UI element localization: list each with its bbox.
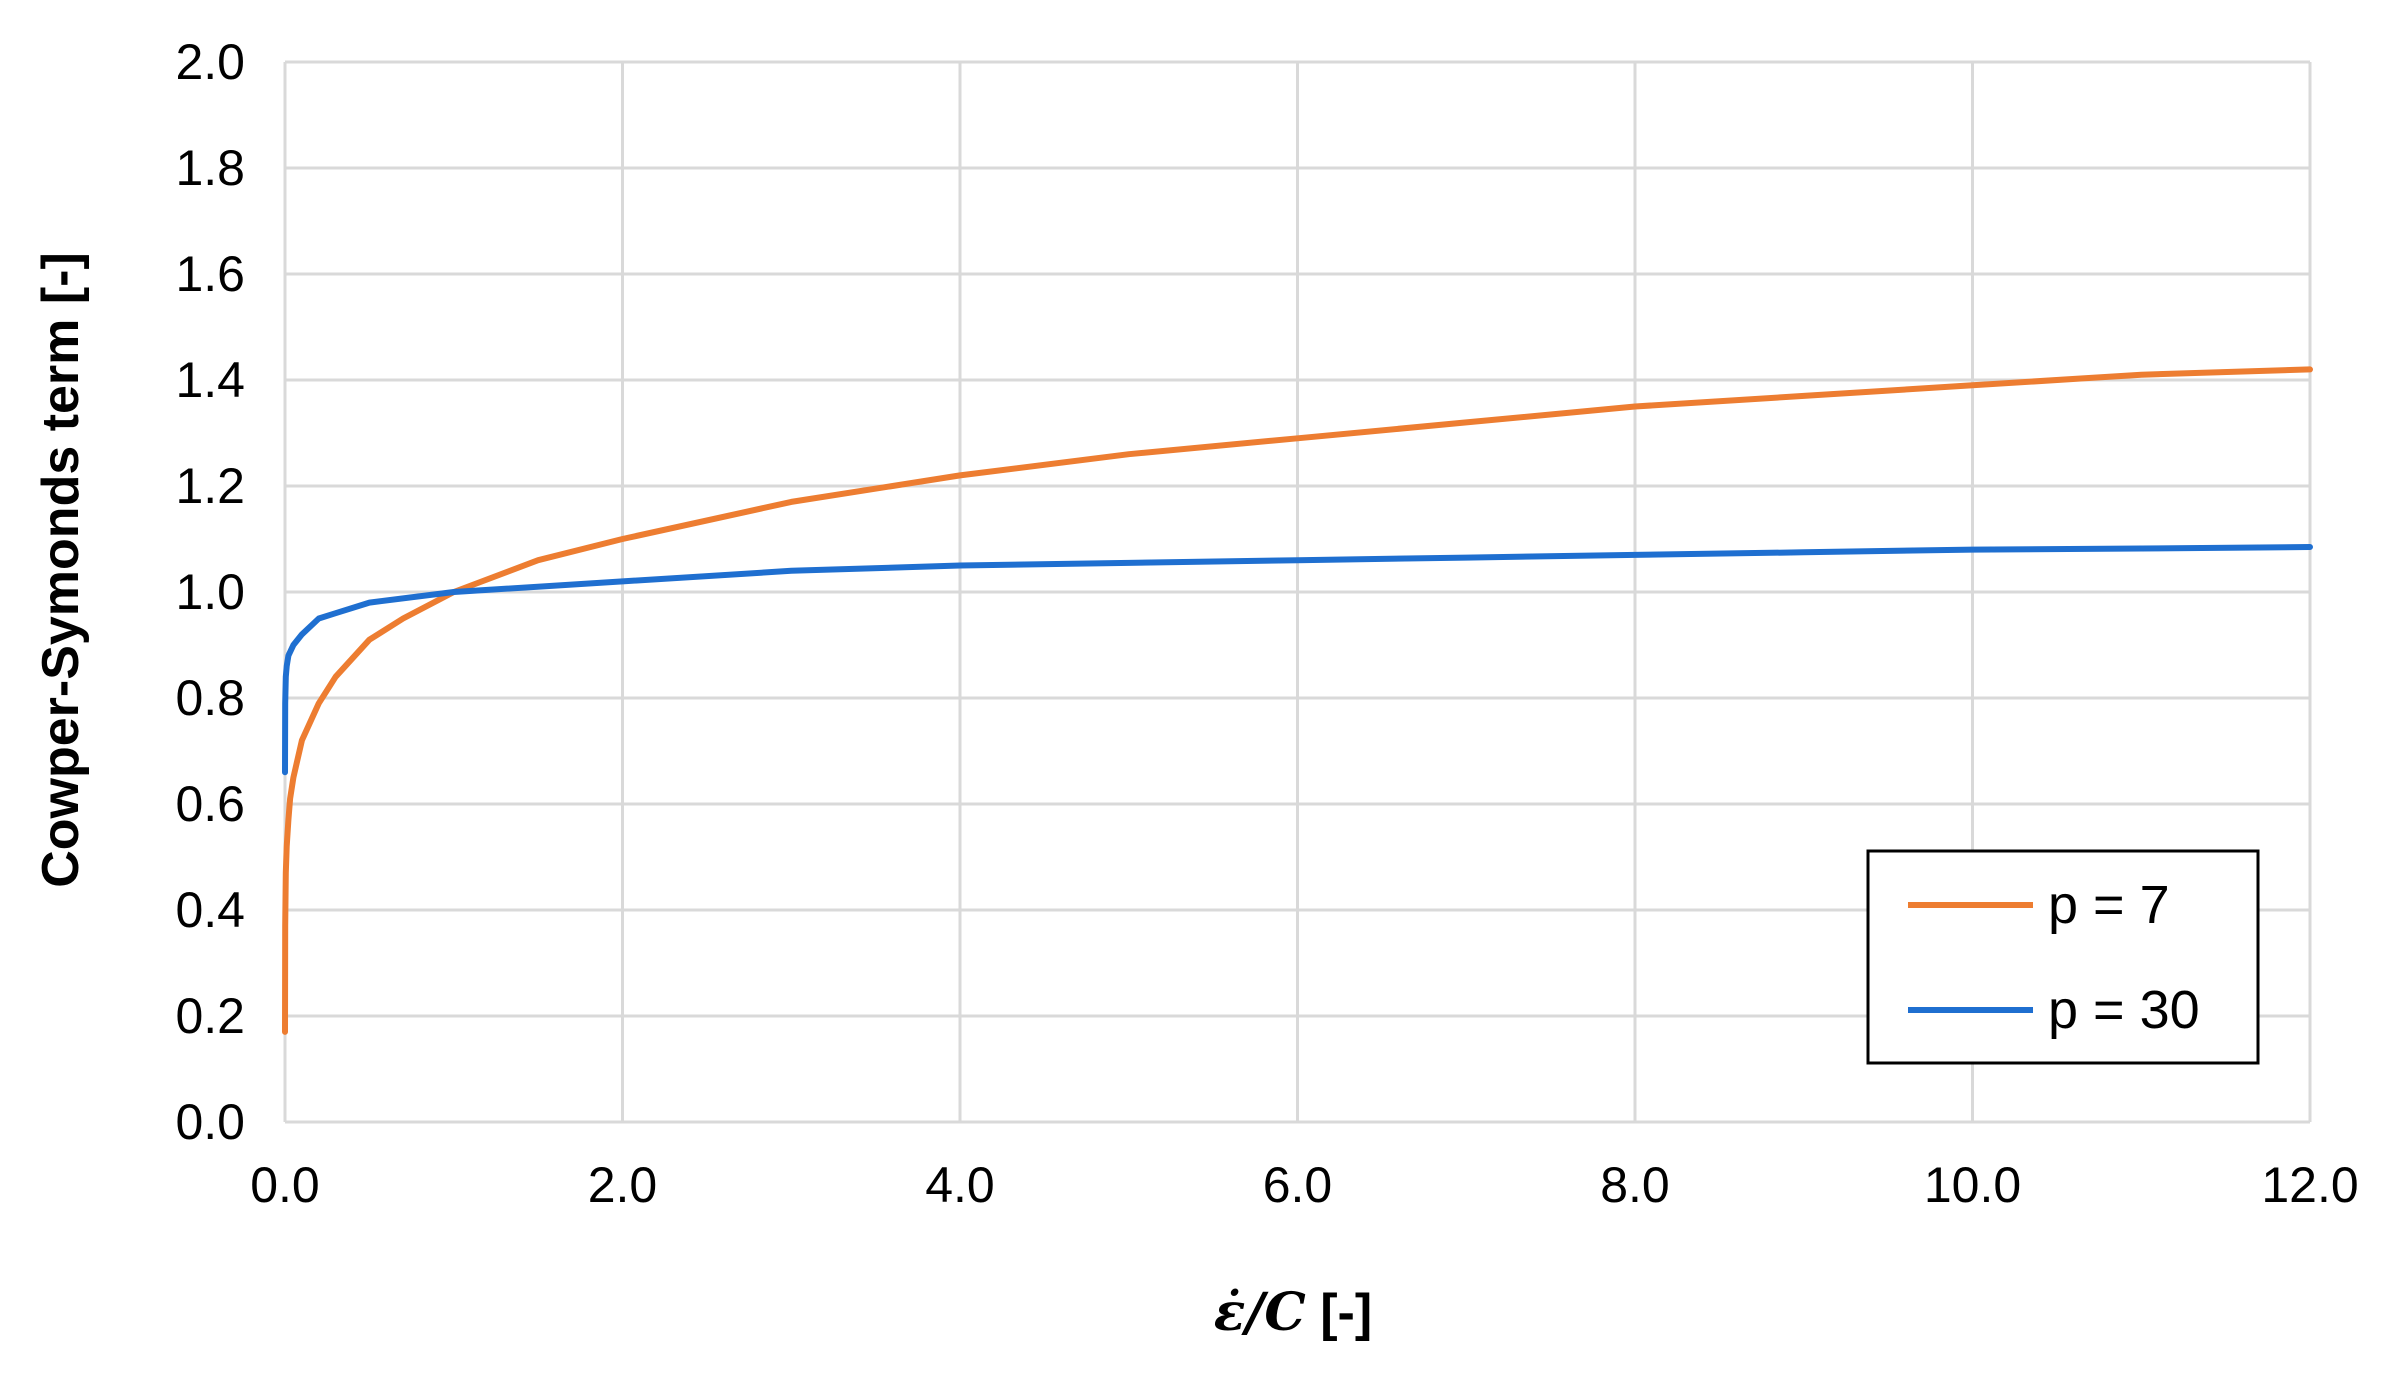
x-tick-label: 6.0 [1263, 1157, 1333, 1213]
x-tick-label: 4.0 [925, 1157, 995, 1213]
y-tick-label: 0.2 [175, 988, 245, 1044]
x-tick-label: 0.0 [250, 1157, 320, 1213]
y-tick-label: 0.6 [175, 776, 245, 832]
y-tick-label: 0.0 [175, 1094, 245, 1150]
y-axis-ticks: 0.0 0.2 0.4 0.6 0.8 1.0 1.2 1.4 1.6 1.8 2.0 [175, 34, 245, 1150]
x-tick-label: 8.0 [1600, 1157, 1670, 1213]
x-tick-label: 12.0 [2261, 1157, 2358, 1213]
y-tick-label: 0.8 [175, 670, 245, 726]
y-tick-label: 1.2 [175, 458, 245, 514]
legend-box [1866, 849, 2260, 1065]
x-axis-ticks: 0.0 2.0 4.0 6.0 8.0 10.0 12.0 [250, 1157, 2358, 1213]
y-tick-label: 2.0 [175, 34, 245, 90]
x-tick-label: 2.0 [588, 1157, 658, 1213]
y-axis-title: Cowper-Symonds term [-] [32, 252, 90, 888]
grid-lines [283, 60, 2312, 1124]
series-line-p30 [282, 544, 2313, 776]
x-axis-title-math: ε̇/C [1214, 1282, 1306, 1343]
y-tick-label: 0.4 [175, 882, 245, 938]
y-tick-label: 1.8 [175, 140, 245, 196]
series-layer [282, 366, 2313, 1035]
legend-label-p7: p = 7 [2048, 875, 2170, 935]
x-axis-title: ε̇/C [-] [1214, 1282, 1372, 1343]
y-tick-label: 1.6 [175, 246, 245, 302]
legend-label-p30: p = 30 [2048, 980, 2200, 1040]
x-tick-label: 10.0 [1924, 1157, 2021, 1213]
x-axis-title-unit: [-] [1306, 1284, 1372, 1342]
legend: p = 7 p = 30 [1866, 849, 2260, 1065]
y-tick-label: 1.0 [175, 564, 245, 620]
y-tick-label: 1.4 [175, 352, 245, 408]
